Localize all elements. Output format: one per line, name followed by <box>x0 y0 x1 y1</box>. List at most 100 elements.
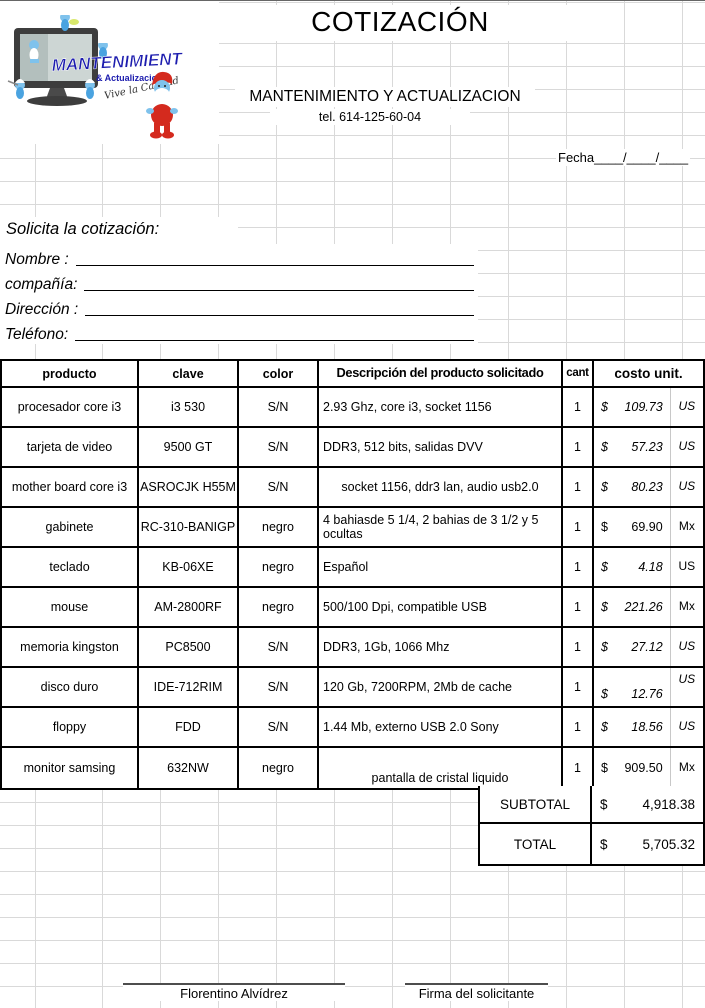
table-row: procesador core i3 i3 530 S/N 2.93 Ghz, … <box>2 388 703 428</box>
table-row: floppy FDD S/N 1.44 Mb, externo USB 2.0 … <box>2 708 703 748</box>
cell-precio: 909.50 <box>624 761 663 775</box>
cell-costo: $57.23 US <box>592 428 703 466</box>
subtotal-amount: 4,918.38 <box>642 796 695 812</box>
cell-precio: 18.56 <box>631 720 663 734</box>
cell-cant: 1 <box>561 668 592 706</box>
total-amount: 5,705.32 <box>642 836 695 852</box>
cell-producto: memoria kingston <box>20 640 119 654</box>
cell-producto: mother board core i3 <box>11 480 128 494</box>
cell-clave: FDD <box>137 708 237 746</box>
cell-cant: 1 <box>561 628 592 666</box>
cell-color: S/N <box>237 628 317 666</box>
field-direccion-blank-line[interactable] <box>85 314 474 316</box>
field-label: Dirección : <box>5 301 79 318</box>
header-clave: clave <box>137 361 237 386</box>
cell-costo: $909.50 Mx <box>592 748 703 788</box>
cell-clave: AM-2800RF <box>137 588 237 626</box>
field-telefono-blank-line[interactable] <box>75 339 474 341</box>
cell-cant: 1 <box>561 748 592 788</box>
signature-line[interactable] <box>405 970 548 985</box>
cell-precio: 69.90 <box>631 520 663 534</box>
currency-symbol: $ <box>600 796 608 812</box>
cell-unidad: Mx <box>669 588 703 626</box>
cell-cant: 1 <box>561 508 592 546</box>
monitor-graphic <box>14 28 98 106</box>
cell-costo: $69.90 Mx <box>592 508 703 546</box>
total-label: TOTAL <box>513 836 557 852</box>
cell-clave: PC8500 <box>137 628 237 666</box>
header-producto: producto <box>42 366 97 381</box>
small-smurf-right <box>98 39 108 59</box>
cell-costo: $109.73 US <box>592 388 703 426</box>
table-row: disco duro IDE-712RIM S/N 120 Gb, 7200RP… <box>2 668 703 708</box>
request-form: Solicita la cotización: Nombre : compañí… <box>0 217 478 344</box>
subtotal-value: $ 4,918.38 <box>590 786 703 822</box>
cell-unidad: US <box>669 668 703 706</box>
currency-symbol: $ <box>601 761 608 775</box>
cell-unidad: US <box>669 468 703 506</box>
cell-color: negro <box>237 748 317 788</box>
small-smurf-left <box>7 79 25 99</box>
cell-cant: 1 <box>561 388 592 426</box>
cell-color: S/N <box>237 468 317 506</box>
table-header-row: producto clave color Descripción del pro… <box>2 361 703 388</box>
field-label: Teléfono: <box>5 326 69 343</box>
header-costo-unit: costo unit. <box>592 361 703 386</box>
field-nombre-blank-line[interactable] <box>75 264 474 266</box>
signature-name: Firma del solicitante <box>405 985 548 1001</box>
cell-precio: 12.76 <box>631 687 663 701</box>
cell-descripcion: socket 1156, ddr3 lan, audio usb2.0 <box>317 468 561 506</box>
totals-block: SUBTOTAL $ 4,918.38 TOTAL $ 5,705.32 <box>478 786 705 866</box>
currency-symbol: $ <box>601 400 608 414</box>
company-name: MANTENIMIENTO Y ACTUALIZACION <box>235 87 535 107</box>
cell-descripcion: 500/100 Dpi, compatible USB <box>317 588 561 626</box>
cell-producto: floppy <box>52 720 87 734</box>
field-nombre: Nombre : <box>0 244 478 269</box>
cell-costo: $12.76 US <box>592 668 703 706</box>
cell-precio: 221.26 <box>624 600 663 614</box>
cell-clave: RC-310-BANIGP <box>137 508 237 546</box>
signature-line[interactable] <box>123 970 345 985</box>
currency-symbol: $ <box>601 720 608 734</box>
cell-precio: 27.12 <box>631 640 663 654</box>
cell-cant: 1 <box>561 548 592 586</box>
cell-descripcion: Español <box>317 548 561 586</box>
cell-color: S/N <box>237 668 317 706</box>
cell-clave: ASROCJK H55M <box>137 468 237 506</box>
cell-descripcion: DDR3, 1Gb, 1066 Mhz <box>317 628 561 666</box>
table-row: mother board core i3 ASROCJK H55M S/N so… <box>2 468 703 508</box>
cell-descripcion: DDR3, 512 bits, salidas DVV <box>317 428 561 466</box>
cell-descripcion: 4 bahiasde 5 1/4, 2 bahias de 3 1/2 y 5 … <box>317 508 561 546</box>
cell-clave: i3 530 <box>137 388 237 426</box>
currency-symbol: $ <box>601 440 608 454</box>
signature-block-requester: Firma del solicitante <box>405 970 548 1001</box>
form-heading: Solicita la cotización: <box>0 217 238 244</box>
field-telefono: Teléfono: <box>0 319 478 344</box>
currency-symbol: $ <box>601 520 608 534</box>
total-value: $ 5,705.32 <box>590 824 703 864</box>
table-row: mouse AM-2800RF negro 500/100 Dpi, compa… <box>2 588 703 628</box>
field-label: Nombre : <box>5 251 69 268</box>
date-line: Fecha____/____/____ <box>556 149 691 166</box>
field-compania-blank-line[interactable] <box>84 289 474 291</box>
currency-symbol: $ <box>601 560 608 574</box>
table-row: gabinete RC-310-BANIGP negro 4 bahiasde … <box>2 508 703 548</box>
cell-descripcion: pantalla de cristal liquido <box>317 748 561 788</box>
cell-clave: KB-06XE <box>137 548 237 586</box>
subtotal-row: SUBTOTAL $ 4,918.38 <box>480 786 703 824</box>
cell-color: S/N <box>237 428 317 466</box>
cell-descripcion: 1.44 Mb, externo USB 2.0 Sony <box>317 708 561 746</box>
cell-unidad: Mx <box>669 508 703 546</box>
field-direccion: Dirección : <box>0 294 478 319</box>
cell-costo: $4.18 US <box>592 548 703 586</box>
header-color: color <box>237 361 317 386</box>
cell-producto: procesador core i3 <box>17 400 122 414</box>
cell-clave: 632NW <box>137 748 237 788</box>
total-row: TOTAL $ 5,705.32 <box>480 824 703 864</box>
currency-symbol: $ <box>601 640 608 654</box>
cell-costo: $18.56 US <box>592 708 703 746</box>
cell-unidad: US <box>669 628 703 666</box>
papa-smurf-figure <box>146 71 178 139</box>
cell-unidad: US <box>669 708 703 746</box>
cell-cant: 1 <box>561 468 592 506</box>
